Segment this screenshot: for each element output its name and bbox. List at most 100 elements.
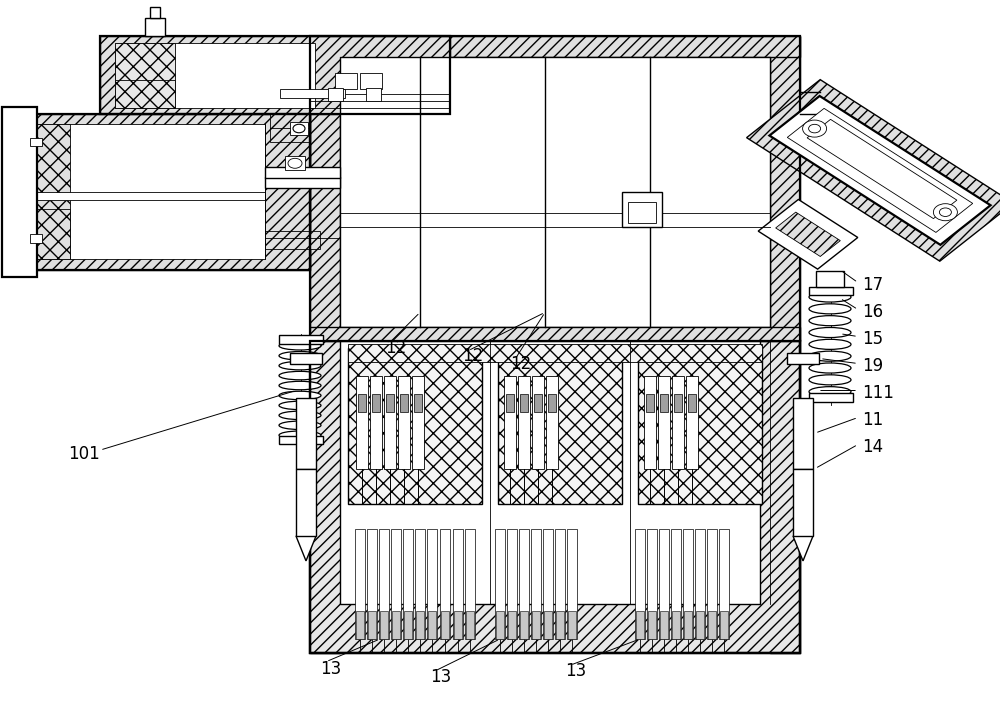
Bar bbox=[507, 529, 517, 639]
Bar bbox=[285, 156, 305, 170]
Bar bbox=[2, 106, 37, 277]
Bar bbox=[290, 353, 322, 364]
Bar bbox=[816, 271, 844, 287]
Bar bbox=[30, 138, 42, 146]
Ellipse shape bbox=[809, 351, 851, 361]
Bar bbox=[356, 376, 368, 469]
Polygon shape bbox=[310, 36, 340, 653]
Bar bbox=[672, 376, 684, 469]
Bar bbox=[360, 73, 382, 89]
Text: 111: 111 bbox=[862, 384, 894, 403]
Bar bbox=[548, 394, 556, 412]
Bar bbox=[543, 529, 553, 639]
Ellipse shape bbox=[279, 371, 321, 380]
Text: 13: 13 bbox=[430, 668, 451, 687]
Bar bbox=[567, 529, 577, 639]
Bar bbox=[688, 394, 696, 412]
Bar bbox=[758, 200, 858, 269]
Bar bbox=[465, 529, 475, 639]
Bar bbox=[25, 124, 70, 259]
Bar bbox=[793, 398, 813, 469]
Ellipse shape bbox=[279, 411, 321, 420]
Bar bbox=[658, 376, 670, 469]
Ellipse shape bbox=[809, 387, 851, 397]
Bar bbox=[366, 88, 381, 101]
Bar bbox=[454, 611, 462, 639]
Bar bbox=[769, 96, 991, 245]
Bar bbox=[25, 192, 265, 200]
Bar bbox=[340, 57, 770, 327]
Ellipse shape bbox=[809, 327, 851, 337]
Bar bbox=[683, 529, 693, 639]
Text: 12: 12 bbox=[385, 339, 406, 357]
Ellipse shape bbox=[279, 351, 321, 360]
Bar bbox=[370, 376, 382, 469]
Bar bbox=[504, 376, 516, 469]
Bar bbox=[520, 611, 528, 639]
Polygon shape bbox=[310, 341, 800, 653]
Bar bbox=[532, 611, 540, 639]
Bar bbox=[115, 80, 175, 108]
Bar bbox=[498, 348, 622, 504]
Bar bbox=[636, 611, 644, 639]
Ellipse shape bbox=[279, 431, 321, 439]
Bar bbox=[519, 529, 529, 639]
Bar bbox=[807, 119, 957, 219]
Bar bbox=[372, 394, 380, 412]
Circle shape bbox=[803, 120, 827, 137]
Bar bbox=[793, 469, 813, 536]
Bar bbox=[622, 192, 662, 227]
Bar bbox=[809, 393, 853, 402]
Bar bbox=[720, 611, 728, 639]
Text: 14: 14 bbox=[862, 438, 883, 457]
Bar bbox=[328, 88, 343, 101]
Polygon shape bbox=[296, 536, 316, 561]
Ellipse shape bbox=[809, 292, 851, 302]
Ellipse shape bbox=[809, 375, 851, 385]
Bar bbox=[628, 202, 656, 223]
Circle shape bbox=[939, 208, 951, 217]
Bar bbox=[414, 394, 422, 412]
Bar bbox=[671, 529, 681, 639]
Bar bbox=[115, 43, 315, 108]
Bar bbox=[367, 529, 377, 639]
Ellipse shape bbox=[809, 316, 851, 326]
Bar bbox=[25, 209, 70, 259]
Bar bbox=[686, 376, 698, 469]
Circle shape bbox=[2, 230, 34, 253]
Bar bbox=[672, 611, 680, 639]
Polygon shape bbox=[793, 536, 813, 561]
Circle shape bbox=[933, 204, 957, 221]
Bar bbox=[115, 43, 175, 108]
Ellipse shape bbox=[279, 421, 321, 430]
Ellipse shape bbox=[279, 391, 321, 400]
Bar bbox=[646, 394, 654, 412]
Bar bbox=[25, 124, 265, 259]
Bar bbox=[532, 376, 544, 469]
Bar bbox=[719, 529, 729, 639]
Bar bbox=[30, 234, 42, 243]
Polygon shape bbox=[310, 327, 800, 341]
Bar bbox=[544, 611, 552, 639]
Bar bbox=[340, 341, 760, 604]
Bar bbox=[10, 114, 310, 270]
Bar bbox=[100, 36, 450, 114]
Text: 101: 101 bbox=[68, 445, 100, 464]
Circle shape bbox=[293, 124, 305, 133]
Bar bbox=[310, 341, 800, 653]
Bar bbox=[279, 335, 323, 344]
Bar bbox=[379, 529, 389, 639]
Bar bbox=[518, 376, 530, 469]
Ellipse shape bbox=[279, 342, 321, 350]
Text: 19: 19 bbox=[862, 357, 883, 376]
Bar bbox=[638, 348, 762, 504]
Bar bbox=[506, 394, 514, 412]
Text: 13: 13 bbox=[565, 662, 586, 680]
Bar bbox=[440, 529, 450, 639]
Bar bbox=[415, 529, 425, 639]
Bar bbox=[520, 394, 528, 412]
Bar bbox=[568, 611, 576, 639]
Text: 13: 13 bbox=[320, 660, 341, 678]
Ellipse shape bbox=[809, 304, 851, 314]
Bar bbox=[348, 344, 762, 362]
